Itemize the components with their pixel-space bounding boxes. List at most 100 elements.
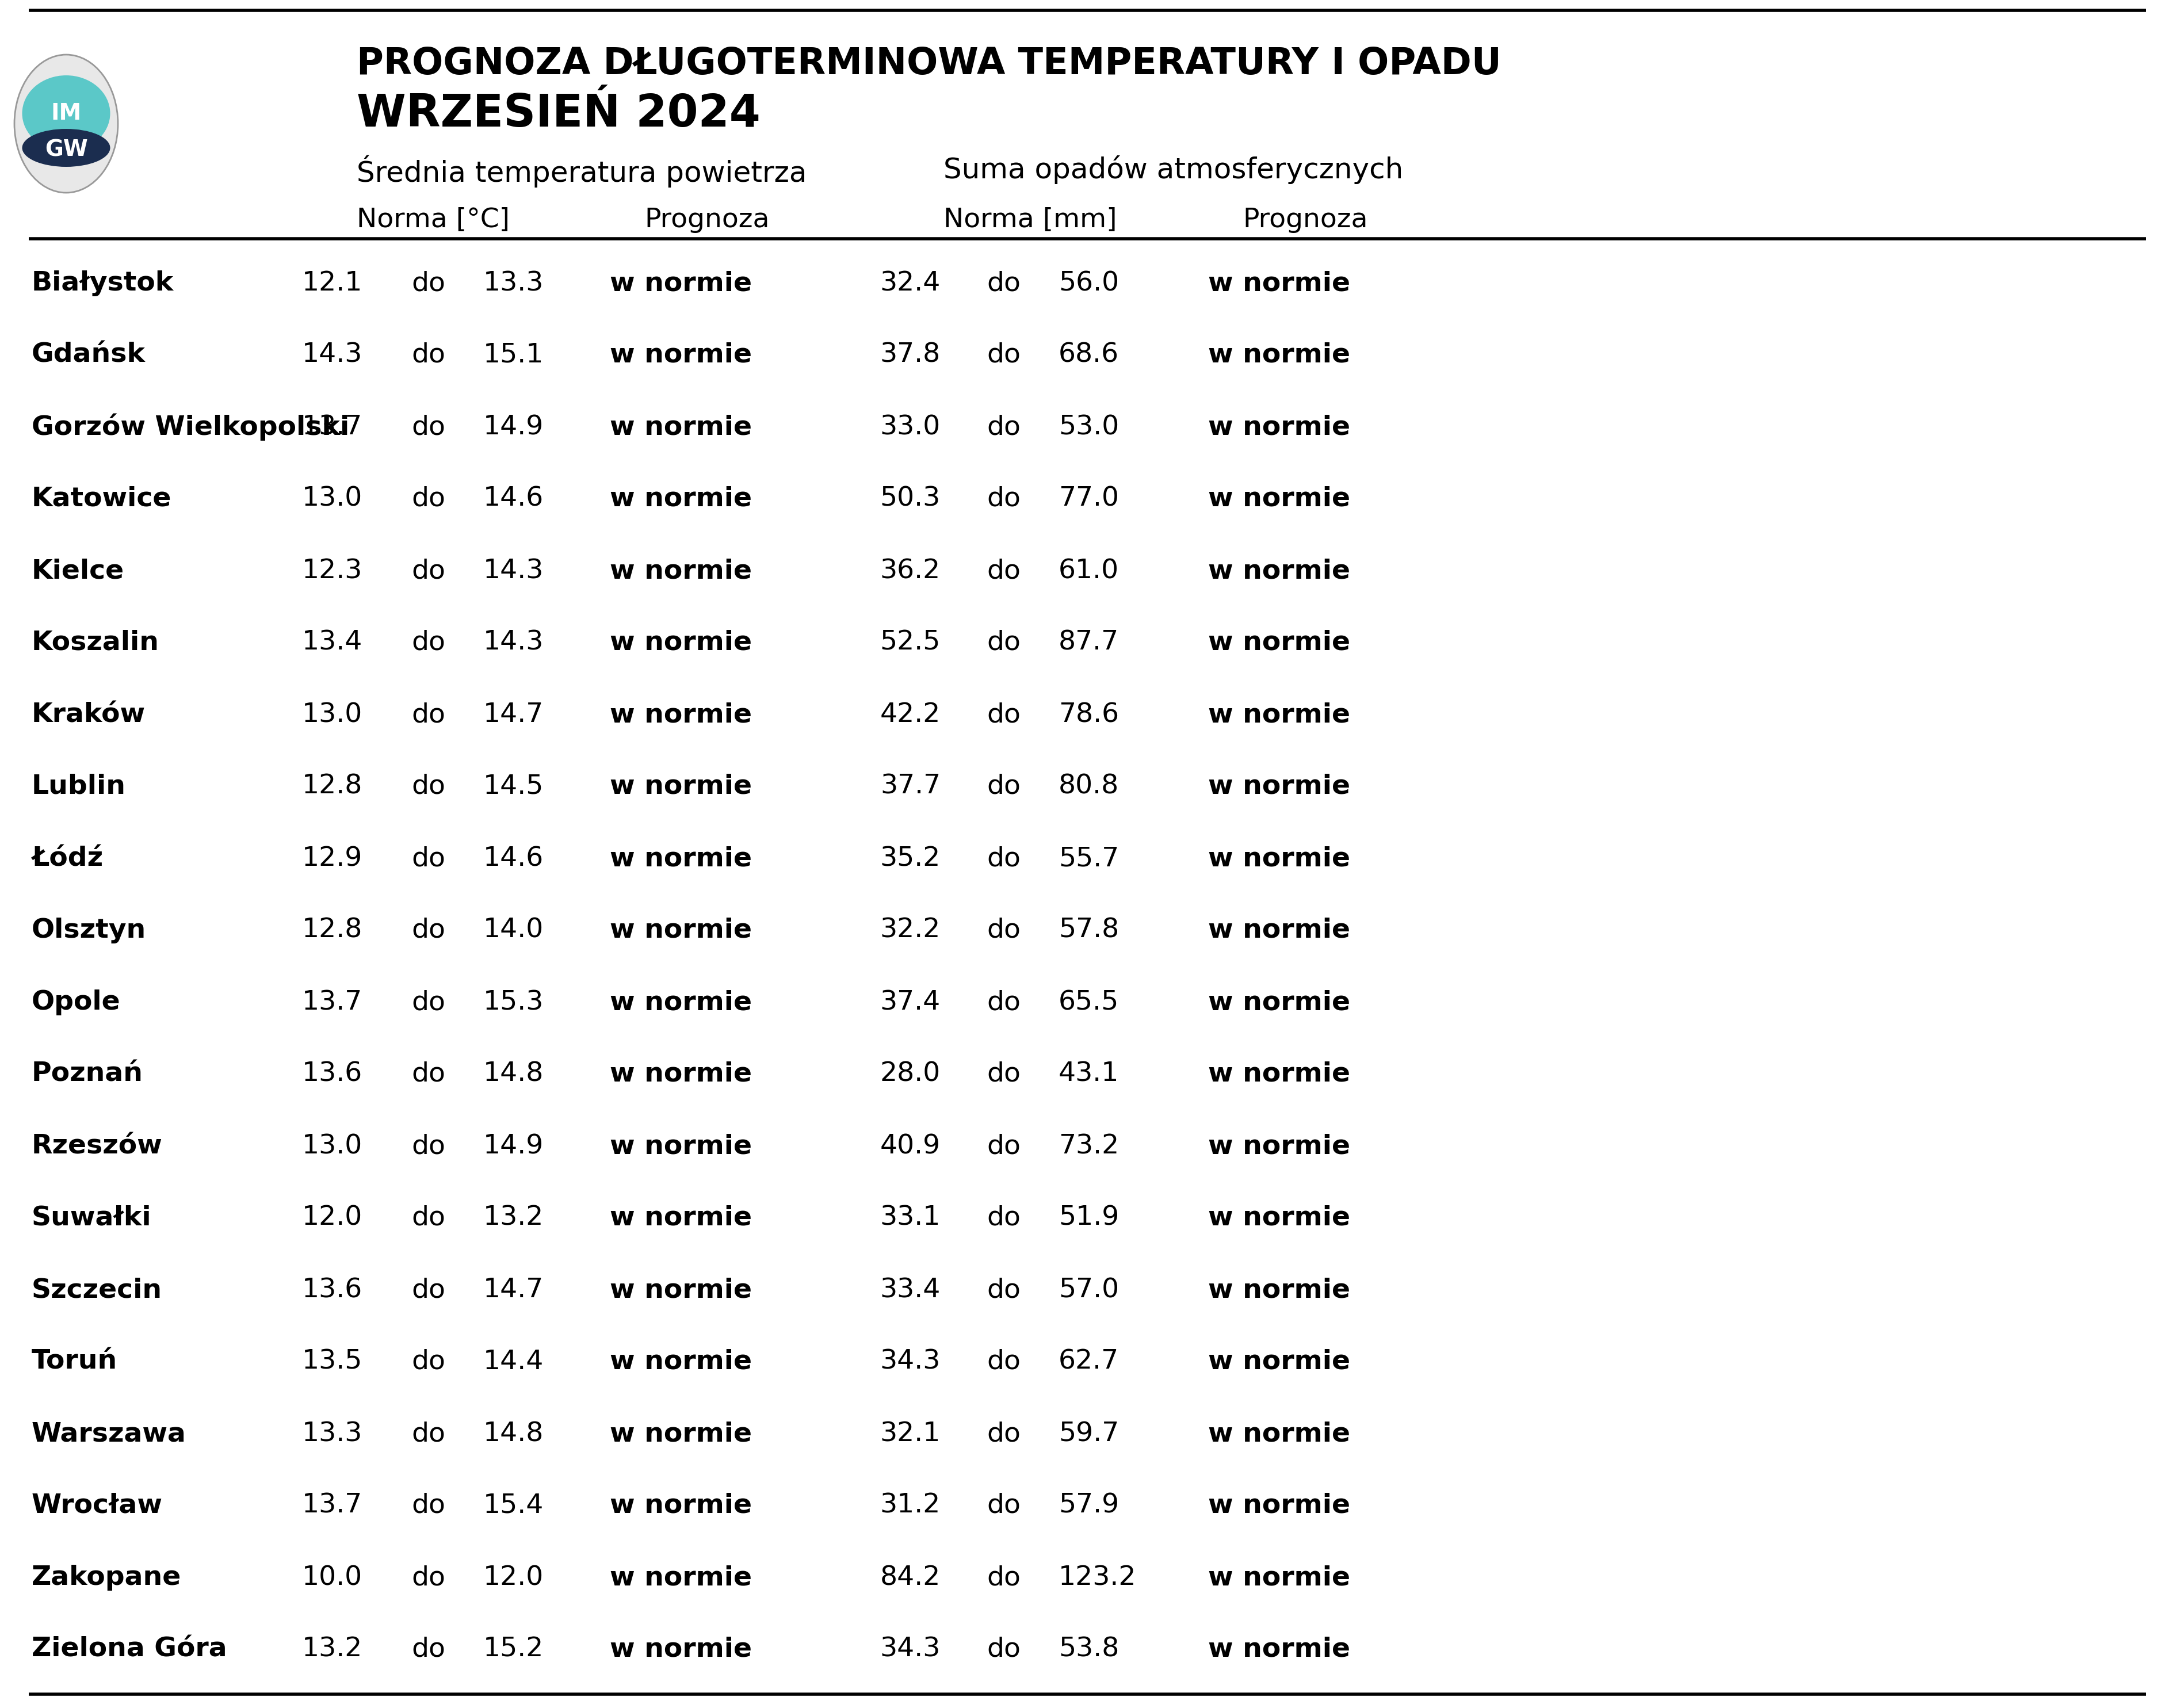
Text: 32.4: 32.4 [880, 270, 941, 295]
Text: 13.3: 13.3 [302, 1421, 363, 1447]
Text: Wrocław: Wrocław [33, 1493, 163, 1518]
Text: 56.0: 56.0 [1059, 270, 1120, 295]
Text: do: do [411, 1061, 446, 1088]
Text: Kielce: Kielce [33, 559, 124, 584]
Text: do: do [987, 487, 1020, 512]
Text: 50.3: 50.3 [880, 487, 941, 512]
Text: Gdańsk: Gdańsk [33, 342, 146, 369]
Text: 14.8: 14.8 [483, 1061, 544, 1088]
Text: w normie: w normie [609, 1493, 752, 1518]
Text: 77.0: 77.0 [1059, 487, 1120, 512]
Text: do: do [411, 1278, 446, 1303]
Text: 35.2: 35.2 [880, 845, 941, 871]
Text: w normie: w normie [1209, 989, 1350, 1015]
Text: IM: IM [50, 102, 80, 125]
Text: w normie: w normie [609, 989, 752, 1015]
Text: 73.2: 73.2 [1059, 1134, 1120, 1160]
Text: w normie: w normie [1209, 487, 1350, 512]
Text: do: do [411, 1565, 446, 1590]
Text: w normie: w normie [609, 1565, 752, 1590]
Text: do: do [411, 270, 446, 295]
Text: 61.0: 61.0 [1059, 559, 1120, 584]
Text: 13.5: 13.5 [302, 1349, 363, 1375]
Text: w normie: w normie [609, 1278, 752, 1303]
Text: do: do [987, 1493, 1020, 1518]
Text: 14.3: 14.3 [302, 342, 363, 369]
Text: 13.2: 13.2 [483, 1206, 544, 1231]
Text: 15.2: 15.2 [483, 1636, 544, 1662]
Text: do: do [411, 1636, 446, 1662]
Text: w normie: w normie [1209, 1206, 1350, 1231]
Text: 43.1: 43.1 [1059, 1061, 1120, 1088]
Text: do: do [987, 1349, 1020, 1375]
Text: Łódź: Łódź [33, 845, 102, 871]
Text: w normie: w normie [1209, 1565, 1350, 1590]
Text: 40.9: 40.9 [880, 1134, 941, 1160]
Text: w normie: w normie [609, 1349, 752, 1375]
Text: w normie: w normie [1209, 1349, 1350, 1375]
Text: 13.0: 13.0 [302, 487, 363, 512]
Text: 37.4: 37.4 [880, 989, 941, 1015]
Text: 14.9: 14.9 [483, 1134, 544, 1160]
Text: do: do [411, 1421, 446, 1447]
Text: do: do [411, 559, 446, 584]
Text: w normie: w normie [1209, 1636, 1350, 1662]
Text: Białystok: Białystok [33, 270, 174, 295]
Text: 33.4: 33.4 [880, 1278, 941, 1303]
Text: w normie: w normie [609, 1061, 752, 1088]
Text: w normie: w normie [1209, 270, 1350, 295]
Text: 13.0: 13.0 [302, 1134, 363, 1160]
Text: 13.7: 13.7 [302, 415, 363, 441]
Text: 13.6: 13.6 [302, 1061, 363, 1088]
Text: do: do [411, 487, 446, 512]
Text: do: do [411, 917, 446, 943]
Text: do: do [987, 1278, 1020, 1303]
Text: w normie: w normie [1209, 1493, 1350, 1518]
Text: do: do [987, 1134, 1020, 1160]
Text: w normie: w normie [609, 342, 752, 369]
Text: 65.5: 65.5 [1059, 989, 1120, 1015]
Text: do: do [987, 630, 1020, 656]
Text: do: do [987, 702, 1020, 728]
Text: Norma [mm]: Norma [mm] [944, 207, 1117, 232]
Text: w normie: w normie [1209, 559, 1350, 584]
Text: do: do [411, 774, 446, 799]
Text: 52.5: 52.5 [880, 630, 941, 656]
Text: do: do [987, 989, 1020, 1015]
Text: do: do [987, 270, 1020, 295]
Ellipse shape [22, 128, 111, 167]
Text: 14.7: 14.7 [483, 1278, 544, 1303]
Text: w normie: w normie [609, 845, 752, 871]
Text: Poznań: Poznań [33, 1061, 143, 1088]
Text: 28.0: 28.0 [880, 1061, 941, 1088]
Text: Norma [°C]: Norma [°C] [357, 207, 509, 232]
Text: do: do [411, 1493, 446, 1518]
Text: 14.6: 14.6 [483, 487, 544, 512]
Text: w normie: w normie [1209, 342, 1350, 369]
Text: do: do [411, 1206, 446, 1231]
Text: Opole: Opole [33, 989, 120, 1015]
Text: w normie: w normie [1209, 1061, 1350, 1088]
Text: do: do [987, 1636, 1020, 1662]
Text: 12.1: 12.1 [302, 270, 363, 295]
Text: 15.1: 15.1 [483, 342, 544, 369]
Text: do: do [411, 342, 446, 369]
Text: do: do [987, 415, 1020, 441]
Text: do: do [987, 845, 1020, 871]
Text: do: do [987, 917, 1020, 943]
Text: w normie: w normie [609, 774, 752, 799]
Text: do: do [987, 1421, 1020, 1447]
Text: Zakopane: Zakopane [33, 1565, 180, 1590]
Text: 14.9: 14.9 [483, 415, 544, 441]
Text: 33.0: 33.0 [880, 415, 941, 441]
Text: 12.3: 12.3 [302, 559, 363, 584]
Text: Katowice: Katowice [33, 487, 172, 512]
Text: 13.7: 13.7 [302, 989, 363, 1015]
Text: GW: GW [46, 138, 87, 161]
Text: 13.2: 13.2 [302, 1636, 363, 1662]
Text: w normie: w normie [1209, 774, 1350, 799]
Text: 34.3: 34.3 [880, 1636, 941, 1662]
Text: do: do [411, 630, 446, 656]
Text: do: do [987, 342, 1020, 369]
Text: 14.4: 14.4 [483, 1349, 544, 1375]
